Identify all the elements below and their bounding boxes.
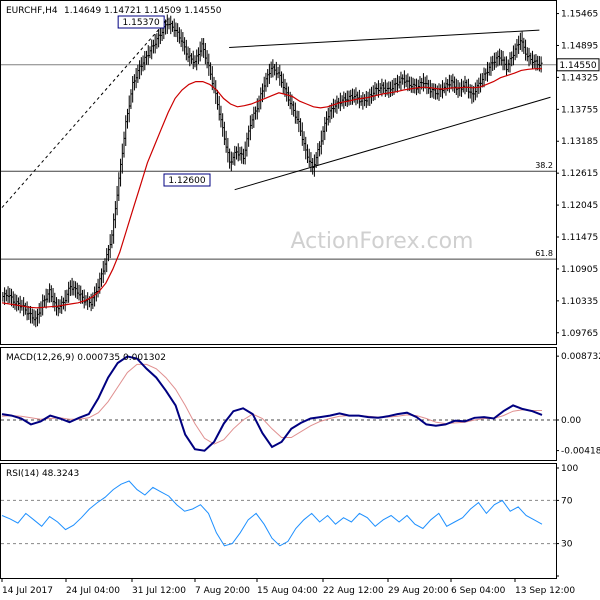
- rsi-y-tick-label: 70: [561, 496, 573, 506]
- x-tick-label: 6 Sep 04:00: [451, 586, 506, 596]
- y-tick-label: 1.12045: [561, 201, 598, 211]
- channel-lower-line: [234, 96, 551, 191]
- rsi-y-tick-label: 100: [561, 464, 578, 474]
- rsi-line: [1, 480, 543, 547]
- fib-level-label: 61.8: [535, 249, 553, 258]
- x-tick-label: 24 Jul 04:00: [66, 586, 120, 596]
- macd-title: MACD(12,26,9) 0.000735 0.001302: [6, 353, 166, 363]
- rsi-y-tick-label: 30: [561, 540, 573, 550]
- y-tick-label: 1.10905: [561, 265, 598, 275]
- x-tick-label: 15 Aug 04:00: [257, 586, 318, 596]
- y-tick-label: 1.13185: [561, 137, 598, 147]
- macd-line: [1, 355, 543, 452]
- ma-line: [1, 68, 542, 309]
- macd-y-tick-label: -0.004184: [561, 447, 600, 457]
- price-bars: [2, 14, 543, 328]
- watermark: ActionForex.com: [291, 229, 474, 254]
- fib-level-label: 38.2: [535, 161, 553, 170]
- macd-y-tick-label: 0.008732: [561, 352, 600, 362]
- price-ohlc: 1.14649 1.14721 1.14509 1.14550: [64, 6, 222, 16]
- channel-upper-line: [229, 29, 540, 48]
- x-tick-label: 22 Aug 12:00: [323, 586, 384, 596]
- price-title: EURCHF,H4: [6, 6, 58, 16]
- price-panel: [0, 0, 557, 345]
- x-tick-label: 14 Jul 2017: [2, 586, 53, 596]
- fib-levels: 38.2 61.8: [1, 18, 556, 260]
- y-tick-label: 1.13755: [561, 105, 598, 115]
- annotation-label-low: 1.12600: [168, 176, 205, 186]
- macd-lines: [1, 355, 556, 452]
- rsi-title: RSI(14) 48.3243: [6, 469, 79, 479]
- macd-signal-line: [1, 363, 542, 445]
- last-price-label: 1.14550: [559, 61, 596, 71]
- rsi-panel: [0, 463, 557, 579]
- annotation-label-high: 1.15370: [123, 18, 160, 28]
- last-price-box: [556, 58, 600, 72]
- price-annotations: 1.15370 1.12600 1.14550: [117, 15, 600, 187]
- y-tick-label: 1.14325: [561, 73, 598, 83]
- trend-channel: [229, 29, 551, 191]
- macd-panel: [0, 347, 557, 461]
- y-tick-label: 1.14895: [561, 41, 598, 51]
- y-tick-label: 1.10335: [561, 297, 598, 307]
- y-tick-label: 1.12615: [561, 169, 598, 179]
- y-axis: 1.15465 1.14895 1.14325 1.13755 1.13185 1.126…: [556, 10, 600, 577]
- y-tick-label: 1.11475: [561, 233, 598, 243]
- x-tick-label: 29 Aug 20:00: [388, 586, 449, 596]
- macd-y-tick-label: 0.00: [561, 416, 581, 426]
- x-tick-label: 31 Jul 12:00: [132, 586, 186, 596]
- x-tick-label: 7 Aug 20:00: [195, 586, 250, 596]
- y-tick-label: 1.09765: [561, 329, 598, 339]
- y-tick-label: 1.15465: [561, 10, 598, 20]
- rsi-lines: [1, 480, 556, 547]
- x-tick-label: 13 Sep 12:00: [515, 586, 575, 596]
- moving-average: [1, 68, 542, 309]
- annotation-leader: [163, 18, 169, 23]
- x-axis: 14 Jul 2017 24 Jul 04:00 31 Jul 12:00 7 Aug…: [1, 578, 575, 596]
- annotation-box: [163, 173, 211, 187]
